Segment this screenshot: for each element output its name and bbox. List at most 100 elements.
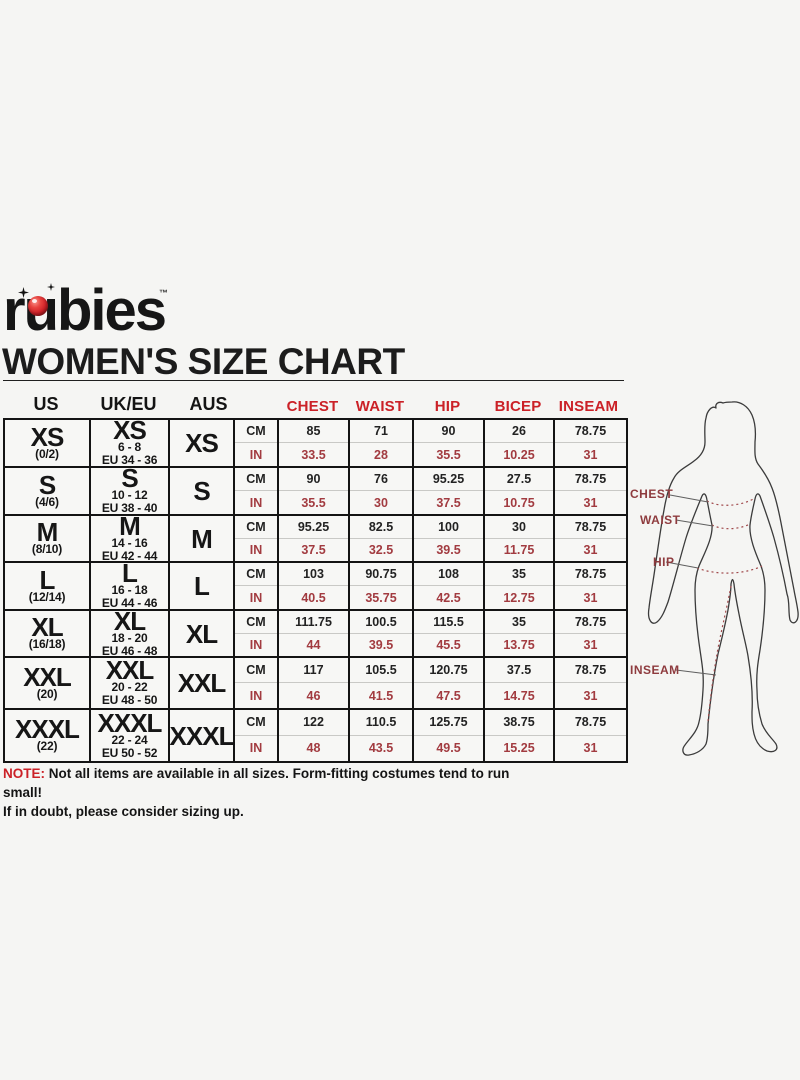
chest-cell: 103 40.5	[279, 563, 350, 609]
in-value: 31	[583, 741, 598, 756]
us-size-sub: (12/14)	[28, 589, 66, 604]
ukeu-eu-range: EU 44 - 46	[101, 596, 158, 610]
cm-value: 78.75	[574, 472, 607, 486]
cm-value: 85	[306, 424, 321, 438]
header-inseam: INSEAM	[558, 398, 619, 415]
in-value: 39.5	[436, 542, 461, 557]
in-value: 12.75	[503, 590, 535, 605]
ukeu-size-range: 22 - 24	[111, 732, 148, 747]
size-row: L (12/14) L 16 - 18 EU 44 - 46 L CM IN 1…	[5, 563, 626, 611]
in-value: 31	[583, 447, 598, 462]
us-size-sub: (8/10)	[31, 542, 63, 556]
page-title: WOMEN'S SIZE CHART	[2, 341, 405, 382]
in-value: 14.75	[503, 688, 535, 703]
cm-value: 100	[438, 519, 459, 534]
unit-cell: CM IN	[235, 658, 279, 708]
inseam-cell: 78.75 31	[555, 658, 626, 708]
us-size-sub: (4/6)	[35, 494, 59, 509]
chest-cell: 111.75 44	[279, 611, 350, 656]
cm-value: 115.5	[433, 614, 464, 629]
size-row: XXL (20) XXL 20 - 22 EU 48 - 50 XXL CM I…	[5, 658, 626, 710]
ukeu-eu-range: EU 48 - 50	[101, 693, 158, 707]
chest-measure-line	[706, 497, 756, 506]
trademark-symbol: ™	[159, 288, 168, 298]
cm-value: 103	[303, 567, 324, 581]
sparkle-icon	[47, 283, 55, 291]
unit-cell: CM IN	[235, 516, 279, 561]
waist-cell: 76 30	[350, 468, 414, 514]
header-waist: WAIST	[355, 398, 405, 415]
cm-value: 108	[438, 567, 459, 581]
bicep-cell: 37.5 14.75	[485, 658, 555, 708]
unit-cell: CM IN	[235, 420, 279, 466]
cm-value: 78.75	[574, 614, 607, 629]
unit-cell: CM IN	[235, 563, 279, 609]
bicep-cell: 27.5 10.75	[485, 468, 555, 514]
inseam-cell: 78.75 31	[555, 710, 626, 761]
us-size-label: S	[38, 469, 56, 500]
bicep-cell: 38.75 15.25	[485, 710, 555, 761]
cm-value: 30	[512, 519, 526, 534]
in-value: 43.5	[368, 741, 394, 756]
ukeu-eu-range: EU 42 - 44	[101, 548, 158, 561]
chest-cell: 90 35.5	[279, 468, 350, 514]
note-line-2: If in doubt, please consider sizing up.	[3, 804, 244, 819]
figure-label-chest: CHEST	[630, 487, 674, 501]
note-block: NOTE: Not all items are available in all…	[3, 764, 543, 821]
cm-value: 78.75	[574, 663, 607, 677]
ukeu-size-label: L	[122, 563, 138, 588]
chest-cell: 95.25 37.5	[279, 516, 350, 561]
ukeu-size-label: XS	[113, 420, 147, 445]
size-row: XL (16/18) XL 18 - 20 EU 46 - 48 XL CM I…	[5, 611, 626, 658]
unit-cm-label: CM	[246, 472, 266, 486]
cm-value: 78.75	[574, 567, 607, 581]
figure-label-waist: WAIST	[640, 513, 681, 527]
aus-size-label: M	[191, 523, 213, 554]
cm-value: 71	[374, 424, 388, 438]
in-value: 35.75	[365, 590, 397, 605]
us-size-label: XS	[30, 421, 65, 452]
in-value: 49.5	[436, 741, 461, 756]
us-size-label: XXXL	[15, 714, 80, 744]
us-size-label: XL	[31, 612, 63, 642]
inseam-cell: 78.75 31	[555, 468, 626, 514]
unit-cm-label: CM	[246, 424, 266, 438]
in-value: 30	[374, 495, 388, 510]
cm-value: 90	[306, 472, 321, 486]
ukeu-size-label: XXL	[105, 658, 155, 685]
bicep-cell: 35 12.75	[485, 563, 555, 609]
bicep-cell: 26 10.25	[485, 420, 555, 466]
waist-cell: 71 28	[350, 420, 414, 466]
unit-cm-label: CM	[246, 614, 266, 629]
cm-value: 100.5	[365, 614, 397, 629]
waist-measure-line	[711, 523, 751, 530]
unit-in-label: IN	[249, 688, 263, 703]
body-outline	[647, 401, 799, 756]
us-size-sub: (20)	[36, 686, 58, 701]
in-value: 39.5	[368, 637, 394, 652]
ukeu-eu-range: EU 34 - 36	[101, 453, 158, 467]
us-size-cell: XXXL (22)	[5, 710, 91, 761]
chest-cell: 85 33.5	[279, 420, 350, 466]
in-value: 46	[306, 688, 321, 703]
cm-value: 78.75	[574, 715, 607, 730]
aus-size-cell: XXXL	[170, 710, 235, 761]
in-value: 31	[583, 637, 598, 652]
in-value: 11.75	[503, 542, 535, 557]
aus-size-cell: M	[170, 516, 235, 561]
in-value: 28	[374, 447, 388, 462]
unit-cell: CM IN	[235, 611, 279, 656]
waist-cell: 100.5 39.5	[350, 611, 414, 656]
ukeu-size-range: 6 - 8	[117, 440, 141, 454]
unit-in-label: IN	[249, 447, 263, 462]
in-value: 47.5	[436, 688, 461, 703]
in-value: 35.5	[301, 495, 326, 510]
unit-in-label: IN	[249, 542, 263, 557]
size-table: XS (0/2) XS 6 - 8 EU 34 - 36 XS CM IN 85…	[3, 418, 628, 763]
aus-size-cell: XXL	[170, 658, 235, 708]
in-value: 40.5	[301, 590, 326, 605]
cm-value: 117	[303, 663, 324, 677]
cm-value: 82.5	[368, 519, 394, 534]
hip-cell: 100 39.5	[414, 516, 485, 561]
header-chest: CHEST	[286, 398, 339, 415]
